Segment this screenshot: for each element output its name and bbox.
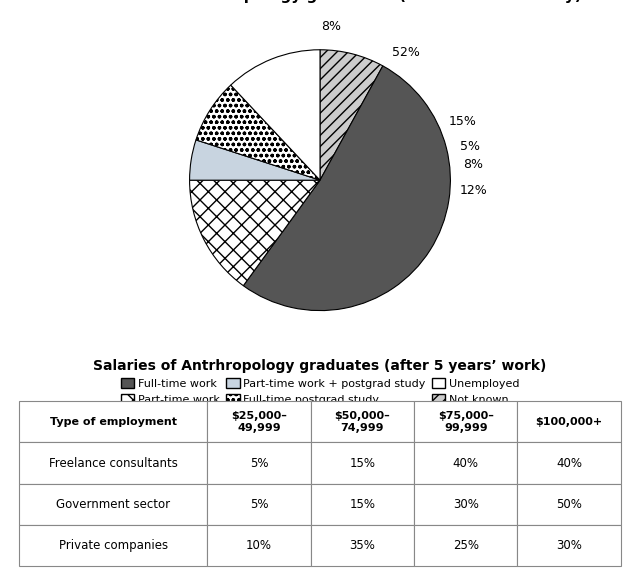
Text: 15%: 15% — [448, 115, 476, 128]
Wedge shape — [189, 140, 320, 180]
Wedge shape — [231, 50, 320, 180]
Wedge shape — [189, 180, 320, 285]
Text: 52%: 52% — [392, 46, 420, 59]
Title: Destination of Anthropology graduates (from one university): Destination of Anthropology graduates (f… — [58, 0, 582, 3]
Text: 12%: 12% — [460, 184, 488, 197]
Wedge shape — [320, 50, 383, 180]
Text: 8%: 8% — [321, 20, 340, 33]
Text: Salaries of Antrhropology graduates (after 5 years’ work): Salaries of Antrhropology graduates (aft… — [93, 359, 547, 373]
Legend: Full-time work, Part-time work, Part-time work + postgrad study, Full-time postg: Full-time work, Part-time work, Part-tim… — [116, 374, 524, 410]
Wedge shape — [243, 66, 451, 311]
Text: 5%: 5% — [460, 140, 480, 153]
Wedge shape — [196, 85, 320, 180]
Text: 8%: 8% — [463, 158, 483, 170]
